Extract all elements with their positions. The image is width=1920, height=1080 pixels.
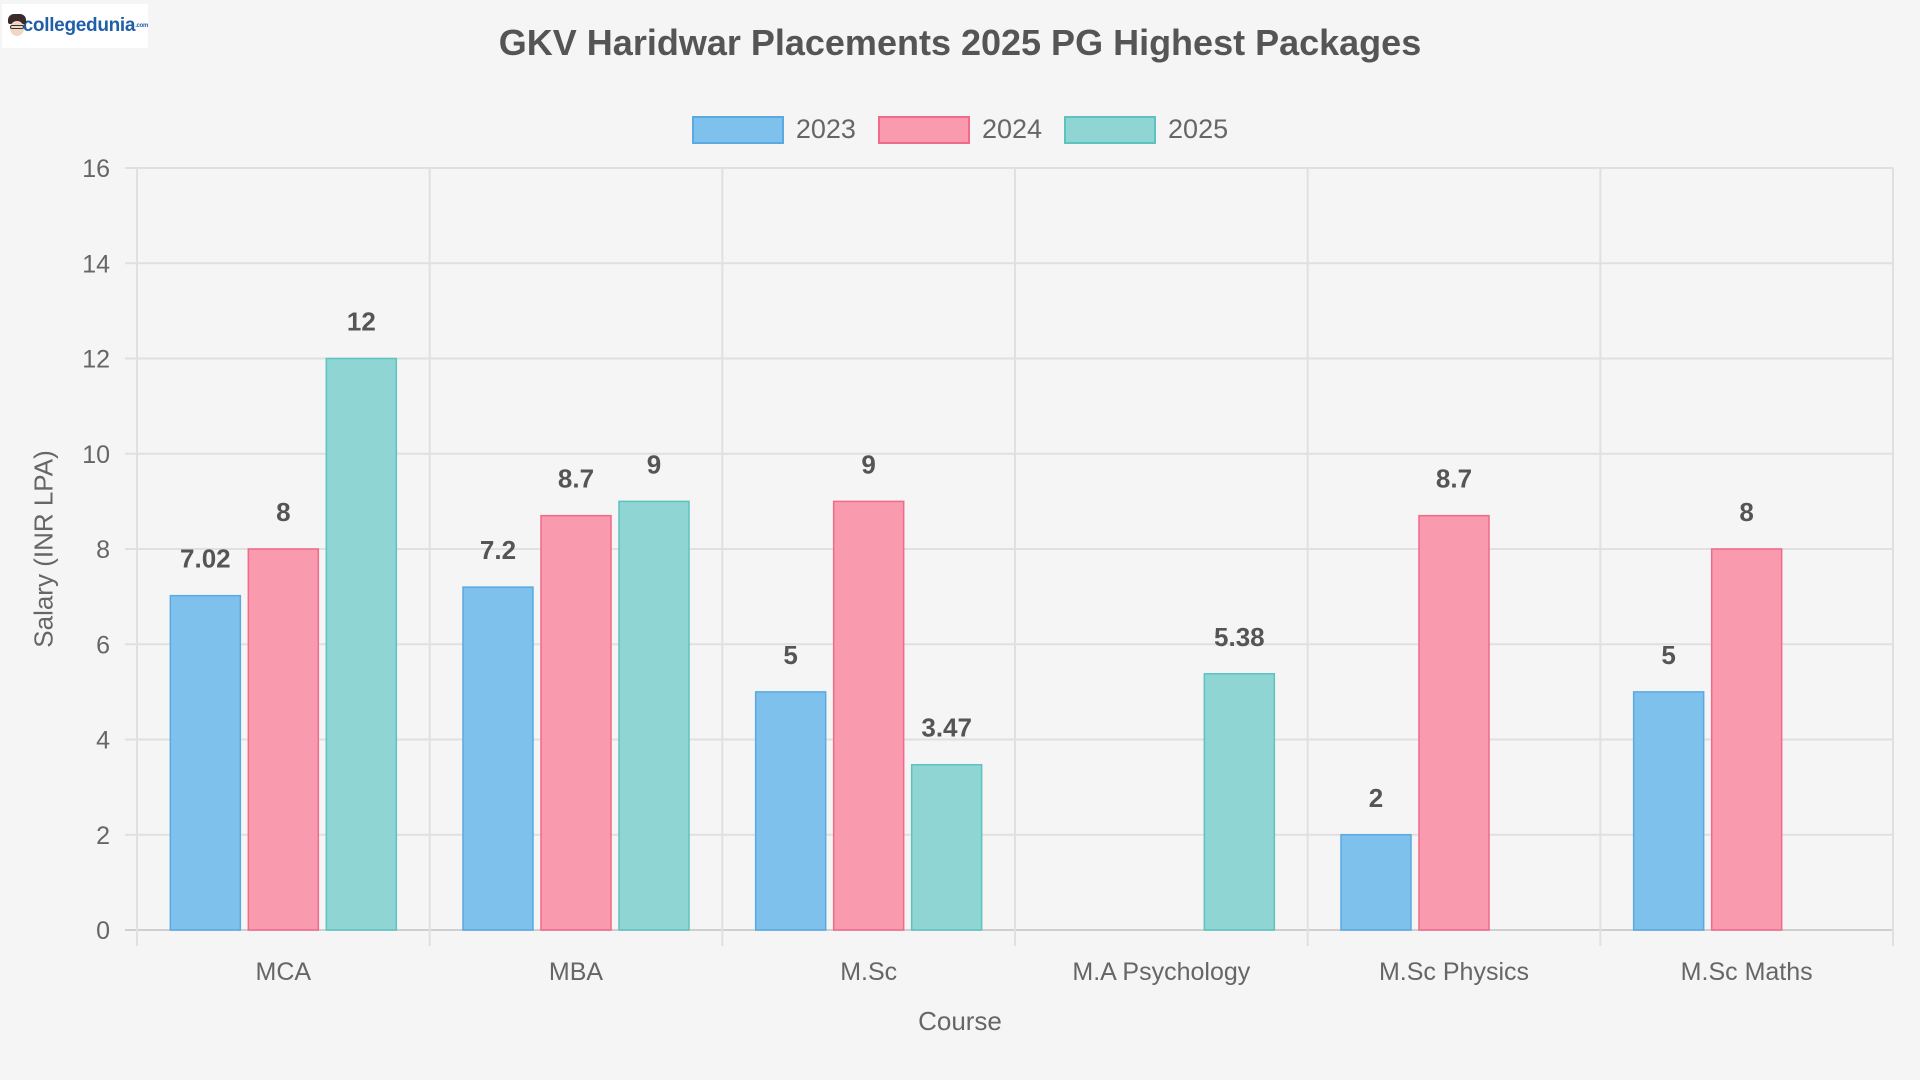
data-label: 12 (347, 307, 376, 337)
brand-name: collegedunia (22, 15, 136, 36)
bar-group-mba: 7.2 8.7 9 (462, 449, 690, 931)
legend-swatch (691, 115, 784, 144)
bar-2024[interactable] (1418, 514, 1490, 931)
data-label: 5.38 (1214, 622, 1265, 652)
bar-2023[interactable] (169, 594, 242, 931)
legend-label: 2025 (1168, 114, 1229, 144)
bar-2025[interactable] (1203, 673, 1276, 931)
legend-item-2025[interactable]: 2025 (1064, 114, 1228, 145)
y-tick-label: 10 (82, 441, 110, 469)
bar-2024[interactable] (1710, 548, 1783, 931)
data-label: 7.02 (180, 544, 231, 574)
data-label: 7.2 (480, 535, 516, 565)
data-label: 8 (1739, 497, 1753, 527)
collegedunia-logo[interactable]: collegedunia .com (2, 4, 148, 48)
legend-item-2024[interactable]: 2024 (877, 114, 1043, 145)
x-tick-label: M.Sc Maths (1681, 958, 1813, 986)
bar-2024[interactable] (247, 548, 320, 931)
x-tick-label: MCA (256, 958, 312, 986)
bar-2023[interactable] (754, 691, 827, 931)
y-tick-label: 2 (96, 822, 110, 850)
y-tick-label: 6 (96, 631, 110, 659)
bar-2025[interactable] (618, 500, 690, 931)
bar-group-m-sc: 593.47 (754, 449, 983, 931)
y-tick-label: 0 (96, 917, 110, 945)
x-tick-label: M.Sc Physics (1379, 958, 1529, 986)
bar-2025[interactable] (325, 357, 398, 931)
x-axis-label: Course (918, 1006, 1002, 1036)
y-tick-label: 8 (96, 536, 110, 564)
x-tick-label: M.Sc (840, 958, 897, 986)
data-label: 3.47 (921, 713, 972, 743)
legend-label: 2023 (795, 114, 856, 144)
bar-group-m-sc-maths: 58 (1632, 497, 1783, 931)
y-tick-label: 14 (82, 250, 110, 278)
mascot-icon (6, 14, 26, 38)
data-label: 8.7 (558, 464, 594, 494)
data-label: 9 (861, 449, 875, 479)
bar-group-m-a-psychology: 5.38 (1203, 622, 1276, 931)
bar-group-mca: 7.02 8 12 (169, 307, 398, 931)
data-label: 9 (647, 449, 661, 479)
x-tick-label: MBA (549, 958, 604, 986)
data-label: 8.7 (1436, 464, 1472, 494)
chart-legend: 2023 2024 2025 (0, 114, 1920, 145)
bar-2024[interactable] (832, 500, 905, 931)
bar-2023[interactable] (1632, 691, 1705, 931)
y-tick-label: 4 (96, 727, 110, 755)
data-label: 2 (1369, 783, 1383, 813)
y-tick-label: 12 (82, 346, 110, 374)
data-label: 5 (783, 640, 797, 670)
data-label: 5 (1661, 640, 1675, 670)
legend-label: 2024 (981, 114, 1043, 144)
legend-swatch (877, 115, 970, 144)
legend-swatch (1064, 115, 1157, 144)
chart-title: GKV Haridwar Placements 2025 PG Highest … (498, 22, 1422, 63)
bar-2025[interactable] (910, 763, 983, 931)
bar-2024[interactable] (540, 514, 612, 931)
legend-item-2023[interactable]: 2023 (691, 114, 856, 145)
x-tick-label: M.A Psychology (1072, 958, 1250, 986)
y-tick-label: 16 (82, 155, 110, 183)
bar-group-m-sc-physics: 28.7 (1340, 464, 1490, 931)
bar-2023[interactable] (1340, 834, 1412, 931)
data-label: 8 (276, 497, 290, 527)
brand-suffix: .com (135, 23, 148, 29)
bar-2023[interactable] (462, 586, 534, 931)
